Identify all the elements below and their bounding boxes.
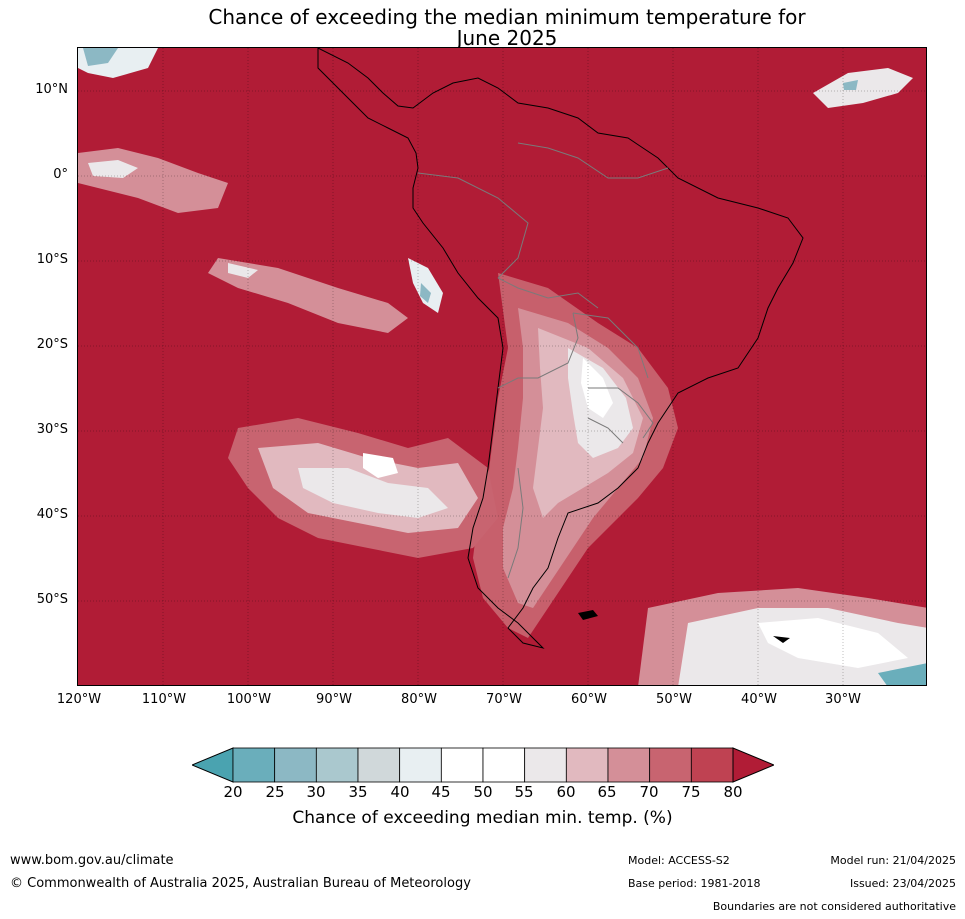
footer-boundaries-note: Boundaries are not considered authoritat… [712, 900, 956, 913]
colorbar-tick-55: 55 [514, 783, 534, 801]
colorbar-tick-65: 65 [597, 783, 617, 801]
colorbar-tick-35: 35 [348, 783, 368, 801]
colorbar-extend-low [192, 747, 234, 783]
colorbar-tick-40: 40 [390, 783, 410, 801]
tropical-streak-55 [228, 263, 258, 278]
colorbar-cell-65-70 [607, 747, 651, 783]
colorbar-tick-25: 25 [265, 783, 285, 801]
colorbar-tick-80: 80 [723, 783, 743, 801]
equatorial-band-55 [88, 160, 138, 178]
footer-model: Model: ACCESS-S2 [628, 854, 730, 867]
colorbar-cells [232, 747, 734, 783]
lon-label-60w: 60°W [571, 692, 607, 707]
footer-base-period: Base period: 1981-2018 [628, 877, 761, 890]
lat-label-40s: 40°S [36, 507, 68, 522]
lat-label-20s: 20°S [36, 337, 68, 352]
colorbar-cell-70-75 [649, 747, 692, 783]
colorbar-tick-70: 70 [639, 783, 659, 801]
colorbar-label: Chance of exceeding median min. temp. (%… [292, 808, 673, 828]
colorbar-cell-35-40 [357, 747, 401, 783]
lon-label-100w: 100°W [226, 692, 272, 707]
colorbar-tick-20: 20 [223, 783, 243, 801]
colorbar [192, 747, 774, 783]
colorbar-cell-40-45 [399, 747, 442, 783]
lon-label-110w: 110°W [141, 692, 187, 707]
lat-label-10n: 10°N [35, 82, 68, 97]
colorbar-tick-50: 50 [473, 783, 493, 801]
colorbar-cell-20-25 [232, 747, 276, 783]
lon-label-120w: 120°W [56, 692, 102, 707]
colorbar-tick-60: 60 [556, 783, 576, 801]
colorbar-tick-45: 45 [431, 783, 451, 801]
tropical-streak-30 [420, 283, 431, 303]
colorbar-cell-50-55 [482, 747, 526, 783]
pacific-patch-55 [298, 468, 448, 518]
colorbar-tick-75: 75 [681, 783, 701, 801]
falkland-islands [578, 610, 598, 620]
colorbar-cell-55-60 [524, 747, 567, 783]
colorbar-cell-30-35 [315, 747, 359, 783]
nw-corner-patch-30 [83, 48, 118, 66]
se-atlantic-patch-45 [758, 618, 908, 668]
map-gridlines [78, 48, 926, 685]
colorbar-cell-45-50 [440, 747, 484, 783]
ne-atlantic-patch-55 [813, 68, 913, 108]
pacific-patch-50 [363, 453, 398, 478]
colorbar-extend-high [732, 747, 774, 783]
country-boundaries [417, 142, 669, 579]
footer-copyright: © Commonwealth of Australia 2025, Austra… [10, 876, 471, 891]
colorbar-cell-60-65 [565, 747, 609, 783]
lat-label-50s: 50°S [36, 592, 68, 607]
lon-label-80w: 80°W [401, 692, 437, 707]
colorbar-tick-30: 30 [306, 783, 326, 801]
lat-label-30s: 30°S [36, 422, 68, 437]
south-america-coastline [317, 48, 804, 649]
colorbar-cell-75-80 [690, 747, 734, 783]
lon-label-30w: 30°W [825, 692, 861, 707]
probability-map [77, 47, 927, 686]
tropical-streak-65 [208, 258, 408, 333]
lon-label-50w: 50°W [656, 692, 692, 707]
tropical-streak-45 [408, 258, 443, 313]
lon-label-40w: 40°W [741, 692, 777, 707]
footer-url: www.bom.gov.au/climate [10, 853, 174, 868]
footer-model-run: Model run: 21/04/2025 [830, 854, 956, 867]
south-georgia-island [773, 636, 790, 643]
lon-label-90w: 90°W [316, 692, 352, 707]
lon-label-70w: 70°W [486, 692, 522, 707]
lat-label-0: 0° [53, 167, 68, 182]
lat-label-10s: 10°S [36, 252, 68, 267]
footer-issued: Issued: 23/04/2025 [849, 877, 956, 890]
map-title-line-1: Chance of exceeding the median minimum t… [208, 5, 806, 29]
ne-atlantic-patch-30 [843, 80, 858, 90]
map-title-line-2: June 2025 [456, 26, 558, 50]
colorbar-cell-25-30 [274, 747, 317, 783]
se-atlantic-patch-25 [878, 663, 926, 685]
